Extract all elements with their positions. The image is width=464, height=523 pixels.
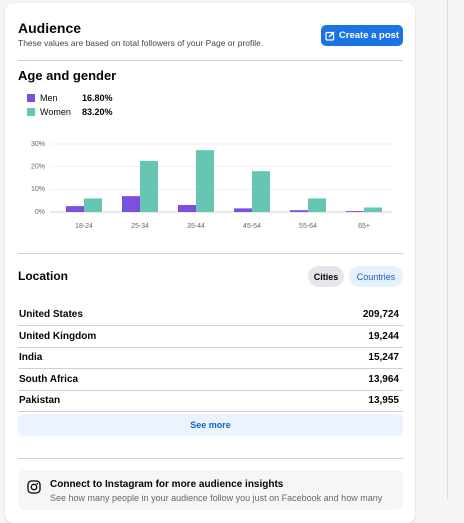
bar (364, 207, 382, 212)
chart: 0% 10% 20% 30% 18-24 25-34 35-44 45-54 55-64 65+ (31, 141, 392, 230)
divider (18, 458, 403, 459)
instagram-text: See how many people in your audience fol… (50, 493, 383, 503)
card (5, 3, 415, 523)
country: Pakistan (19, 395, 61, 407)
table-row: Pakistan 13,955 (18, 390, 403, 413)
bar (234, 208, 252, 212)
followers: 19,244 (368, 330, 399, 342)
country: India (19, 352, 43, 364)
tab-countries[interactable]: Countries (349, 266, 403, 287)
divider (18, 253, 403, 254)
legend-share: 83.20% (82, 107, 113, 117)
button-label: Create a post (338, 30, 400, 41)
divider (18, 60, 403, 61)
bar (196, 150, 214, 212)
bar (346, 211, 364, 212)
bar (252, 171, 270, 212)
x-tick-label: 55-64 (299, 223, 317, 230)
instagram-box (18, 470, 403, 510)
bar (290, 210, 308, 212)
legend-share: 16.80% (82, 93, 113, 103)
legend-swatch (27, 108, 35, 116)
y-tick-label: 10% (31, 186, 45, 193)
page: Audience These values are based on total… (5, 0, 448, 523)
country: South Africa (19, 373, 79, 385)
followers: 13,955 (368, 395, 399, 407)
legend-label: Men (40, 93, 58, 103)
bar (84, 198, 102, 212)
followers: 15,247 (368, 352, 399, 364)
country: United Kingdom (19, 330, 97, 342)
followers: 209,724 (362, 309, 399, 320)
instagram-icon (27, 480, 41, 494)
instagram-title: Connect to Instagram for more audience i… (50, 479, 284, 490)
table-row: United States 209,724 (18, 304, 403, 326)
x-tick-label: 45-54 (243, 223, 261, 230)
scroll-edge (447, 0, 448, 499)
subtitle: These values are based on total follower… (18, 38, 264, 48)
table-row: United Kingdom 19,244 (18, 326, 403, 348)
section-title: Age and gender (18, 68, 117, 83)
country: United States (19, 309, 83, 320)
tab-cities[interactable]: Cities (308, 266, 344, 287)
table-row: India 15,247 (18, 347, 403, 370)
legend-label: Women (40, 107, 71, 117)
y-tick-label: 30% (31, 141, 45, 148)
bar (178, 204, 196, 212)
x-tick-label: 18-24 (75, 223, 93, 230)
x-tick-label: 25-34 (131, 223, 149, 230)
edit-icon (325, 31, 335, 41)
followers: 13,964 (368, 373, 399, 385)
bar (140, 161, 158, 212)
y-tick-label: 0% (35, 209, 45, 216)
x-tick-label: 35-44 (187, 223, 205, 230)
bar (308, 198, 326, 212)
y-tick-label: 20% (31, 164, 45, 171)
legend-swatch (27, 94, 35, 102)
create-post-button[interactable]: Create a post (321, 25, 403, 46)
x-tick-label: 65+ (358, 223, 370, 230)
bar (66, 206, 84, 212)
see-more-button[interactable]: See more (18, 414, 403, 436)
table-row: South Africa 13,964 (18, 369, 403, 391)
section-title: Location (18, 269, 68, 283)
title: Audience (18, 20, 82, 36)
bar (122, 196, 140, 212)
